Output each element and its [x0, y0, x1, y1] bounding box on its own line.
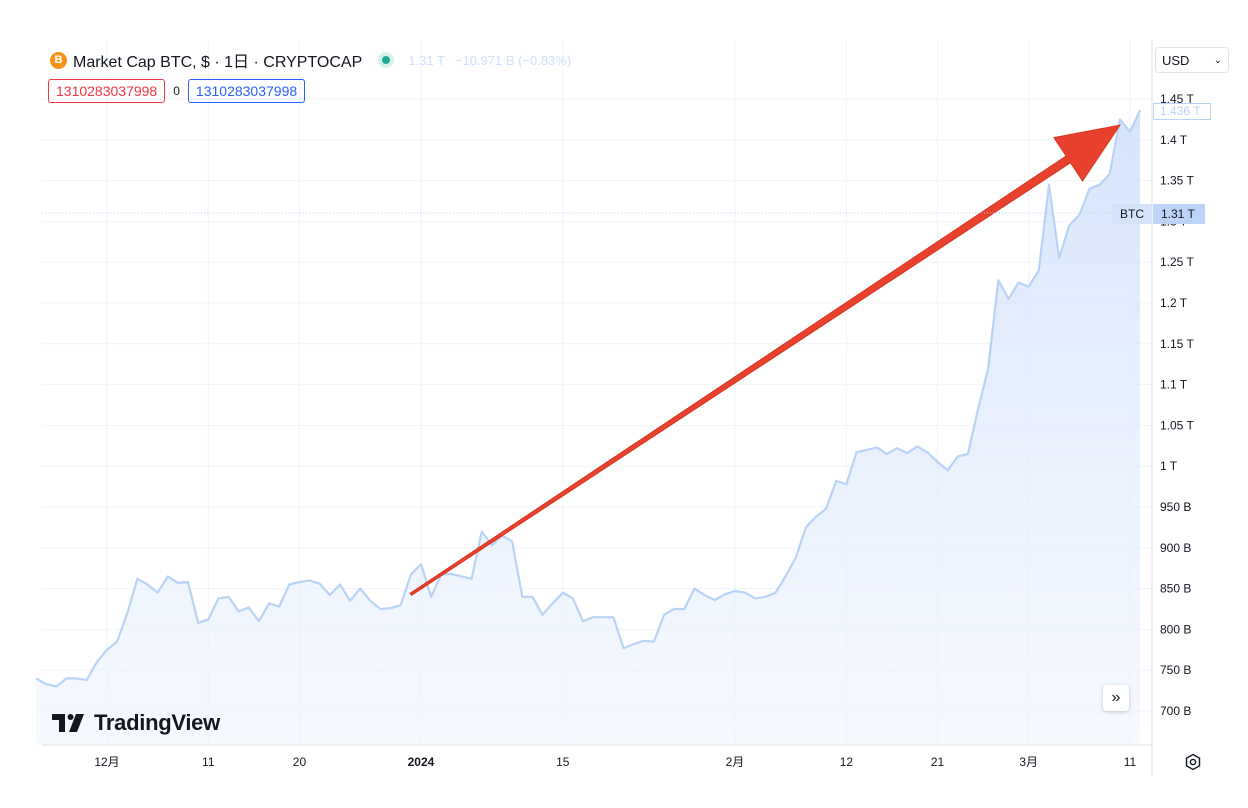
x-tick-label: 11: [202, 755, 215, 769]
y-tick-label: 1.45 T: [1160, 92, 1194, 106]
x-tick-label: 2024: [408, 755, 435, 769]
x-tick-label: 12月: [94, 755, 119, 769]
y-tick-label: 1.15 T: [1160, 337, 1194, 351]
x-tick-label: 15: [556, 755, 570, 769]
left-value-box[interactable]: 1310283037998: [48, 79, 166, 103]
last-value: 1.31 T: [408, 52, 445, 68]
y-tick-label: 1.05 T: [1160, 418, 1194, 432]
market-status-dot-icon: [382, 56, 391, 64]
x-tick-label: 21: [931, 755, 945, 769]
symbol-legend[interactable]: B Market Cap BTC, $ · 1日 · CRYPTOCAP 1.3…: [50, 48, 571, 72]
value-inputs-row: 1310283037998 0 1310283037998: [48, 79, 306, 103]
y-tick-label: 1.35 T: [1160, 174, 1194, 188]
y-tick-label: 750 B: [1160, 663, 1191, 677]
y-tick-label: 850 B: [1160, 582, 1191, 596]
x-tick-label: 3月: [1019, 755, 1038, 769]
axis-settings-button[interactable]: [1181, 750, 1205, 774]
series-area-fill: [36, 110, 1141, 745]
x-tick-label: 2月: [726, 755, 745, 769]
series-line: [35, 109, 1142, 688]
settings-gear-icon: [1185, 753, 1201, 771]
tradingview-logo-icon: [52, 714, 84, 732]
btc-series-value-tag: 1.31 T: [1153, 204, 1205, 224]
scroll-to-realtime-button[interactable]: »: [1103, 685, 1129, 711]
bitcoin-coin-icon: B: [50, 51, 67, 69]
btc-series-tag: BTC: [1112, 204, 1152, 224]
x-tick-label: 11: [1124, 755, 1137, 769]
current-price-label: 1.436 T: [1153, 103, 1211, 120]
y-tick-label: 1 T: [1160, 459, 1178, 473]
right-value-box[interactable]: 1310283037998: [187, 79, 306, 103]
symbol-title[interactable]: Market Cap BTC, $ · 1日 · CRYPTOCAP: [73, 54, 363, 71]
trend-arrow-annotation: [409, 124, 1122, 596]
currency-value: USD: [1162, 52, 1190, 68]
y-tick-label: 950 B: [1160, 500, 1191, 514]
tradingview-wordmark: TradingView: [94, 710, 220, 735]
middle-zero-label: 0: [173, 84, 180, 98]
x-tick-label: 12: [840, 755, 854, 769]
change-value: −10.971 B (−0.83%): [454, 52, 572, 68]
y-tick-label: 700 B: [1160, 704, 1191, 718]
currency-select[interactable]: USD ⌄: [1155, 47, 1229, 73]
y-tick-label: 1.25 T: [1160, 255, 1194, 269]
y-tick-label: 1.4 T: [1160, 133, 1188, 147]
y-tick-label: 1.1 T: [1160, 378, 1188, 392]
y-tick-label: 800 B: [1160, 622, 1191, 636]
chart-series: [35, 109, 1142, 745]
red-trend-arrow: [409, 124, 1122, 596]
chevron-down-icon: ⌄: [1213, 54, 1222, 66]
tradingview-logo[interactable]: TradingView: [52, 710, 220, 736]
y-tick-label: 1.2 T: [1160, 296, 1188, 310]
x-tick-label: 20: [293, 755, 307, 769]
y-tick-label: 900 B: [1160, 541, 1191, 555]
